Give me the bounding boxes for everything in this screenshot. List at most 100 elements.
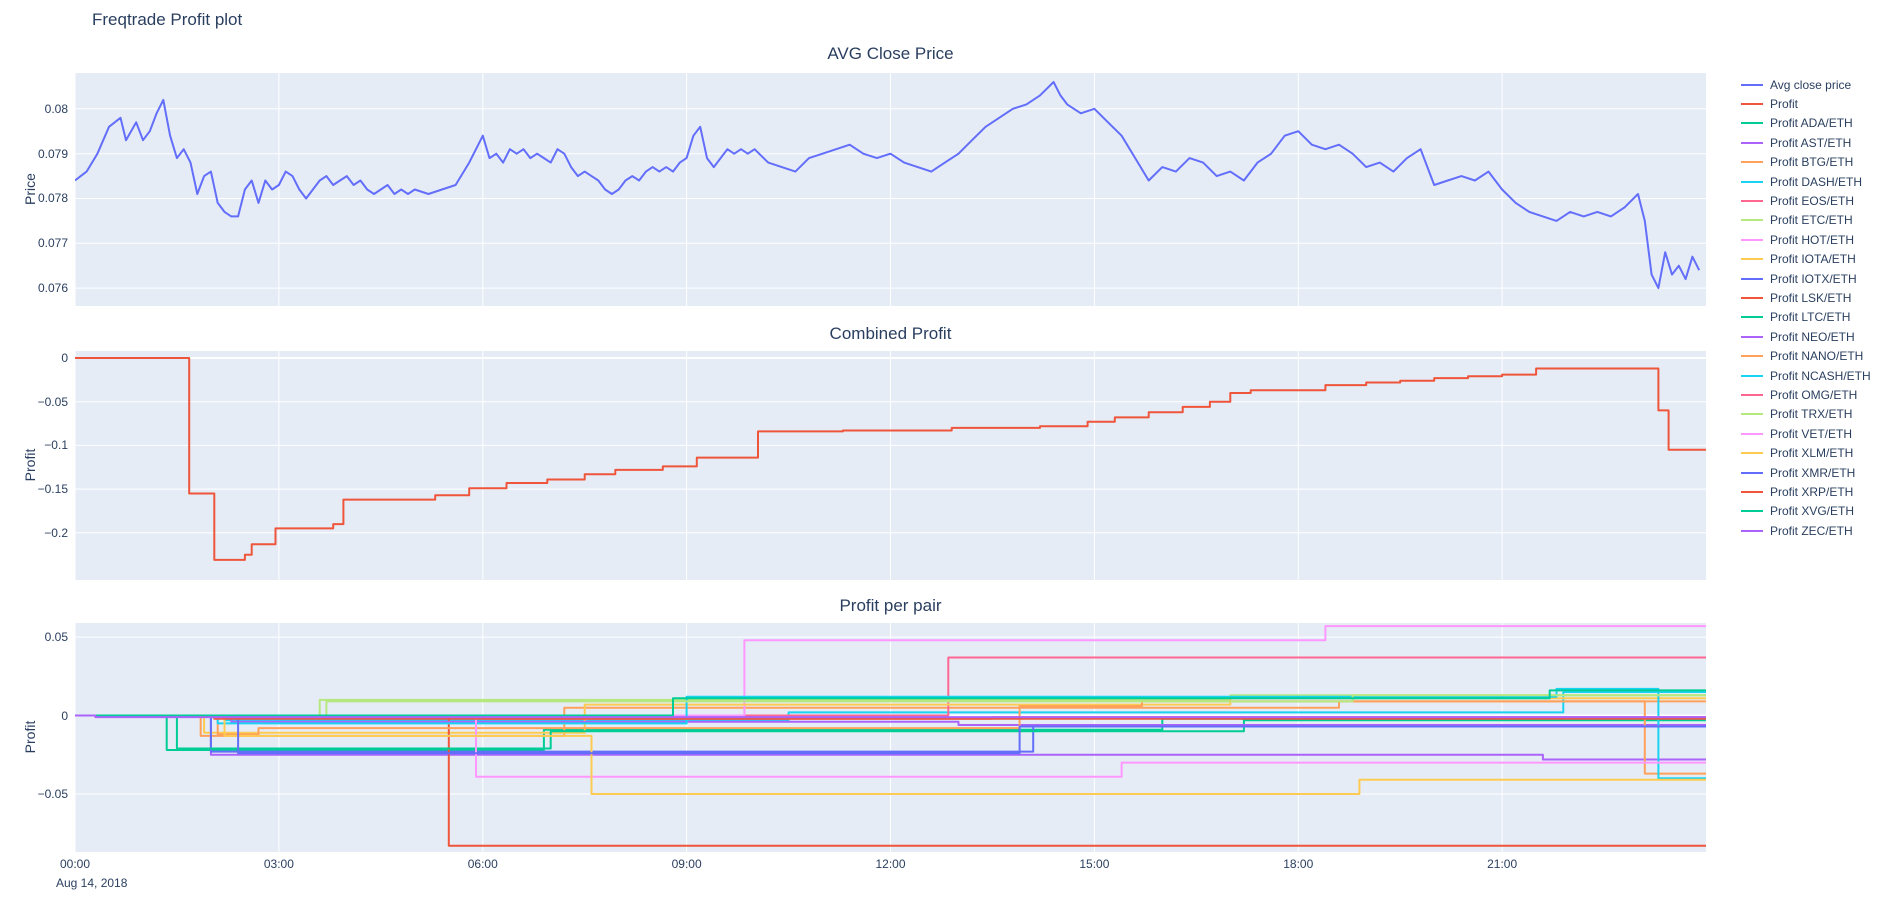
subplot-title-profit-per-pair: Profit per pair [839,596,942,615]
legend-line-swatch [1741,335,1763,338]
legend-item-label: Profit IOTX/ETH [1770,271,1857,286]
y-tick-label: 0.05 [44,630,68,645]
legend-line-swatch [1741,355,1763,358]
legend-line-swatch [1741,161,1763,164]
legend-item-profit-lsk-eth[interactable]: Profit LSK/ETH [1741,288,1871,307]
legend-item-profit-xvg-eth[interactable]: Profit XVG/ETH [1741,502,1871,521]
legend-item-label: Profit TRX/ETH [1770,407,1853,422]
legend-item-profit-zec-eth[interactable]: Profit ZEC/ETH [1741,521,1871,540]
legend-item-profit-xmr-eth[interactable]: Profit XMR/ETH [1741,463,1871,482]
combined-profit-plot-area[interactable] [75,351,1706,580]
legend-line-swatch [1741,316,1763,319]
y-tick-label: 0.076 [37,281,68,296]
y-tick-label: 0 [61,708,68,723]
legend-line-swatch [1741,103,1763,106]
x-tick-label: 00:00 [59,857,91,871]
legend-item-label: Profit AST/ETH [1770,135,1852,150]
legend-line-swatch [1741,296,1763,299]
series-line-profit-ltc-eth [75,714,1706,750]
legend-line-swatch [1741,490,1763,493]
y-tick-label: 0.08 [44,101,68,116]
legend-item-label: Profit DASH/ETH [1770,174,1863,189]
legend-item-label: Profit BTG/ETH [1770,155,1854,170]
legend-item-label: Profit XVG/ETH [1770,504,1855,519]
y-tick-label: 0.079 [37,146,68,161]
chart-canvas-avg-close-price [75,73,1706,306]
x-tick-label: 09:00 [671,857,702,871]
legend-item-label: Profit ADA/ETH [1770,116,1853,131]
legend-item-avg-close-price[interactable]: Avg close price [1741,75,1871,94]
legend-item-profit-hot-eth[interactable]: Profit HOT/ETH [1741,230,1871,249]
series-line-profit-zec-eth [75,714,1706,719]
legend-item-profit-omg-eth[interactable]: Profit OMG/ETH [1741,385,1871,404]
series-line-profit-xvg-eth [75,689,1706,717]
y-axis-title-profit-1: Profit [22,448,38,482]
legend: Avg close price Profit Profit ADA/ETH Profi… [1741,75,1871,540]
legend-item-label: Profit EOS/ETH [1770,194,1855,209]
legend-item-profit[interactable]: Profit [1741,94,1871,113]
avg-close-price-plot-area[interactable] [75,73,1706,306]
subplot-title-avg-close-price: AVG Close Price [827,44,954,63]
profit-per-pair-plot-area[interactable] [75,623,1706,852]
x-tick-label: 03:00 [263,857,294,871]
legend-line-swatch [1741,141,1763,144]
legend-item-label: Profit OMG/ETH [1770,387,1858,402]
legend-line-swatch [1741,432,1763,435]
y-tick-label: 0.077 [37,236,68,251]
legend-item-profit-vet-eth[interactable]: Profit VET/ETH [1741,424,1871,443]
legend-item-profit-nano-eth[interactable]: Profit NANO/ETH [1741,346,1871,365]
legend-item-label: Profit NEO/ETH [1770,329,1855,344]
chart-canvas-combined-profit [75,351,1706,580]
legend-item-label: Profit IOTA/ETH [1770,252,1856,267]
legend-item-profit-etc-eth[interactable]: Profit ETC/ETH [1741,211,1871,230]
x-tick-label: 18:00 [1283,857,1314,871]
legend-item-label: Profit XRP/ETH [1770,484,1854,499]
x-tick-label: 15:00 [1079,857,1110,871]
legend-item-profit-ncash-eth[interactable]: Profit NCASH/ETH [1741,366,1871,385]
y-tick-label: 0.078 [37,191,68,206]
series-line-profit [75,357,1706,561]
legend-item-label: Profit LTC/ETH [1770,310,1851,325]
legend-item-profit-trx-eth[interactable]: Profit TRX/ETH [1741,405,1871,424]
x-tick-label: 12:00 [875,857,906,871]
legend-item-profit-xlm-eth[interactable]: Profit XLM/ETH [1741,443,1871,462]
legend-item-profit-ltc-eth[interactable]: Profit LTC/ETH [1741,308,1871,327]
legend-item-profit-eos-eth[interactable]: Profit EOS/ETH [1741,191,1871,210]
legend-line-swatch [1741,219,1763,222]
y-tick-label: 0 [61,350,68,365]
legend-item-profit-dash-eth[interactable]: Profit DASH/ETH [1741,172,1871,191]
legend-item-label: Profit ETC/ETH [1770,213,1853,228]
series-line-avg-close-price [75,81,1701,290]
legend-item-label: Profit XLM/ETH [1770,446,1854,461]
legend-item-label: Profit NCASH/ETH [1770,368,1871,383]
y-axis-title-profit-2: Profit [22,720,38,754]
legend-item-label: Profit HOT/ETH [1770,232,1855,247]
y-tick-label: −0.2 [44,525,68,540]
legend-line-swatch [1741,393,1763,396]
legend-line-swatch [1741,510,1763,513]
figure-title: Freqtrade Profit plot [92,10,243,29]
x-tick-label: 06:00 [467,857,498,871]
legend-line-swatch [1741,277,1763,280]
legend-item-profit-iotx-eth[interactable]: Profit IOTX/ETH [1741,269,1871,288]
legend-item-label: Profit [1770,97,1799,112]
x-axis-date-label: Aug 14, 2018 [56,876,128,890]
legend-line-swatch [1741,413,1763,416]
legend-line-swatch [1741,258,1763,261]
legend-line-swatch [1741,200,1763,203]
legend-line-swatch [1741,452,1763,455]
legend-item-profit-neo-eth[interactable]: Profit NEO/ETH [1741,327,1871,346]
legend-item-profit-iota-eth[interactable]: Profit IOTA/ETH [1741,250,1871,269]
subplot-title-combined-profit: Combined Profit [829,324,952,343]
chart-canvas-profit-per-pair [75,623,1706,852]
y-tick-label: −0.05 [37,394,68,409]
legend-item-profit-ast-eth[interactable]: Profit AST/ETH [1741,133,1871,152]
legend-item-label: Profit VET/ETH [1770,426,1853,441]
y-tick-label: −0.1 [44,438,68,453]
x-tick-label: 21:00 [1487,857,1518,871]
legend-item-profit-btg-eth[interactable]: Profit BTG/ETH [1741,153,1871,172]
y-tick-label: −0.05 [37,786,68,801]
legend-item-profit-ada-eth[interactable]: Profit ADA/ETH [1741,114,1871,133]
legend-line-swatch [1741,471,1763,474]
legend-item-profit-xrp-eth[interactable]: Profit XRP/ETH [1741,482,1871,501]
